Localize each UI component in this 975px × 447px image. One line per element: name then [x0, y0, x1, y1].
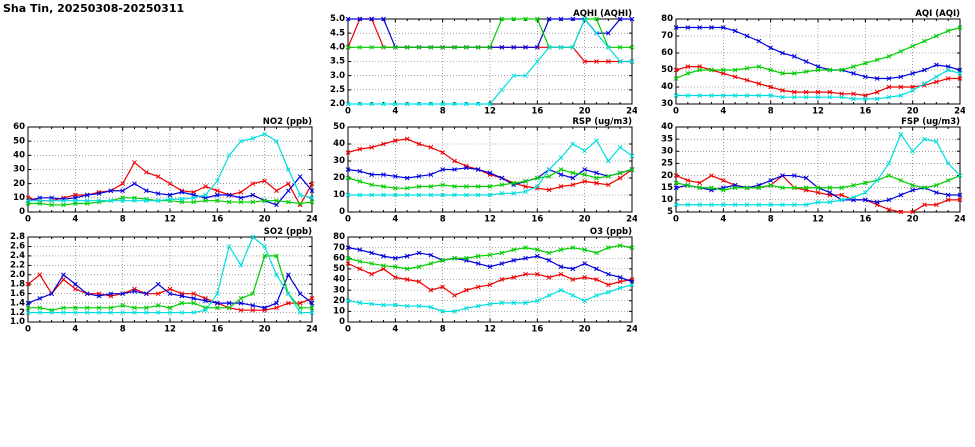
chart-fsp [650, 116, 965, 226]
chart-canvas-aqi [650, 8, 965, 118]
chart-aqhi [322, 8, 637, 118]
chart-o3 [322, 226, 637, 336]
chart-rsp [322, 116, 637, 226]
chart-canvas-o3 [322, 226, 637, 336]
chart-so2 [2, 226, 317, 336]
chart-aqi [650, 8, 965, 118]
page-title: Sha Tin, 20250308-20250311 [3, 2, 185, 15]
chart-canvas-no2 [2, 116, 317, 226]
chart-canvas-aqhi [322, 8, 637, 118]
chart-canvas-rsp [322, 116, 637, 226]
chart-no2 [2, 116, 317, 226]
chart-canvas-so2 [2, 226, 317, 336]
chart-canvas-fsp [650, 116, 965, 226]
